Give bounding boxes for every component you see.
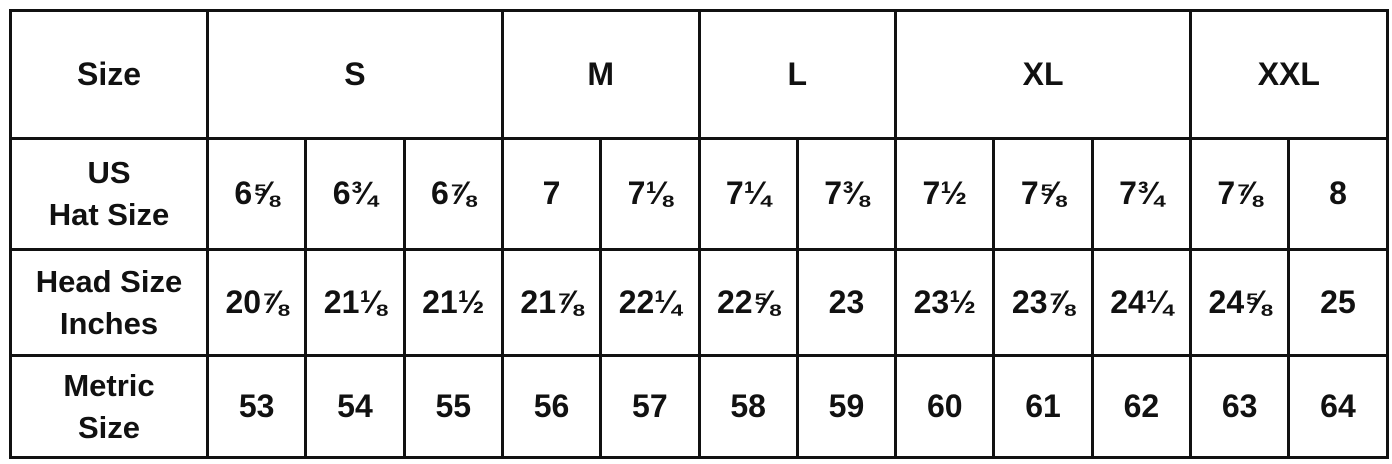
table-cell: 21½ [402, 248, 504, 357]
table-cell: 7½ [894, 137, 996, 251]
size-group-xxl: XXL [1189, 9, 1389, 140]
size-group-l: L [697, 9, 898, 140]
table-cell: 24⅝ [1189, 248, 1291, 357]
head-size-inches-row: Head Size Inches 20⅞ 21⅛ 21½ 21⅞ 22¼ 22⅝ 23 23½ 23… [9, 248, 1389, 357]
metric-size-row: Metric Size 53 54 55 56 57 58 59 60 61 62 63 64 [9, 354, 1389, 459]
size-group-xl: XL [894, 9, 1193, 140]
table-cell: 54 [304, 354, 406, 459]
table-cell: 7⅝ [992, 137, 1094, 251]
table-cell: 6⅞ [402, 137, 504, 251]
row-label: US Hat Size [9, 137, 209, 251]
table-cell: 60 [894, 354, 996, 459]
table-cell: 23½ [894, 248, 996, 357]
table-cell: 56 [500, 354, 603, 459]
table-cell: 53 [205, 354, 308, 459]
table-cell: 57 [599, 354, 701, 459]
table-cell: 59 [795, 354, 898, 459]
row-label-line: Inches [59, 305, 159, 341]
table-cell: 55 [402, 354, 504, 459]
header-label: Size [9, 9, 209, 140]
table-cell: 7⅜ [795, 137, 898, 251]
table-cell: 58 [697, 354, 799, 459]
table-cell: 63 [1189, 354, 1291, 459]
size-group-s: S [206, 9, 504, 140]
table-cell: 8 [1287, 137, 1389, 251]
table-cell: 7⅛ [599, 137, 701, 251]
header-row: Size S M L XL XXL [9, 9, 1389, 140]
table-cell: 6¾ [304, 137, 406, 251]
us-hat-size-row: US Hat Size 6⅝ 6¾ 6⅞ 7 7⅛ 7¼ 7⅜ 7½ 7⅝ 7¾ 7⅞ 8 [9, 137, 1389, 251]
table-cell: 7⅞ [1189, 137, 1291, 251]
table-cell: 23⅞ [992, 248, 1094, 357]
row-label-line: Hat Size [48, 197, 170, 232]
table-cell: 6⅝ [205, 137, 308, 251]
row-label-line: US [87, 155, 131, 191]
table-cell: 22¼ [599, 248, 701, 357]
row-label: Head Size Inches [9, 248, 209, 357]
table-cell: 62 [1090, 354, 1193, 459]
table-cell: 22⅝ [697, 248, 799, 357]
table-cell: 21⅛ [304, 248, 406, 357]
table-cell: 61 [992, 354, 1094, 459]
row-label-line: Head Size [35, 263, 183, 299]
row-label: Metric Size [9, 354, 209, 459]
hat-size-chart-table: Size S M L XL XXL US Hat Size 6⅝ 6¾ 6⅞ 7 7⅛ 7¼ 7⅜ 7½ 7⅝ 7… [9, 9, 1389, 459]
table-cell: 25 [1287, 248, 1389, 357]
table-cell: 7¼ [697, 137, 799, 251]
row-label-line: Metric [63, 367, 155, 403]
table-cell: 7¾ [1090, 137, 1193, 251]
table-cell: 20⅞ [205, 248, 308, 357]
table-cell: 64 [1287, 354, 1389, 459]
table-cell: 21⅞ [500, 248, 603, 357]
table-cell: 7 [500, 137, 603, 251]
row-label-line: Size [77, 409, 141, 445]
table-cell: 24¼ [1090, 248, 1193, 357]
table-cell: 23 [795, 248, 898, 357]
size-group-m: M [500, 9, 701, 140]
